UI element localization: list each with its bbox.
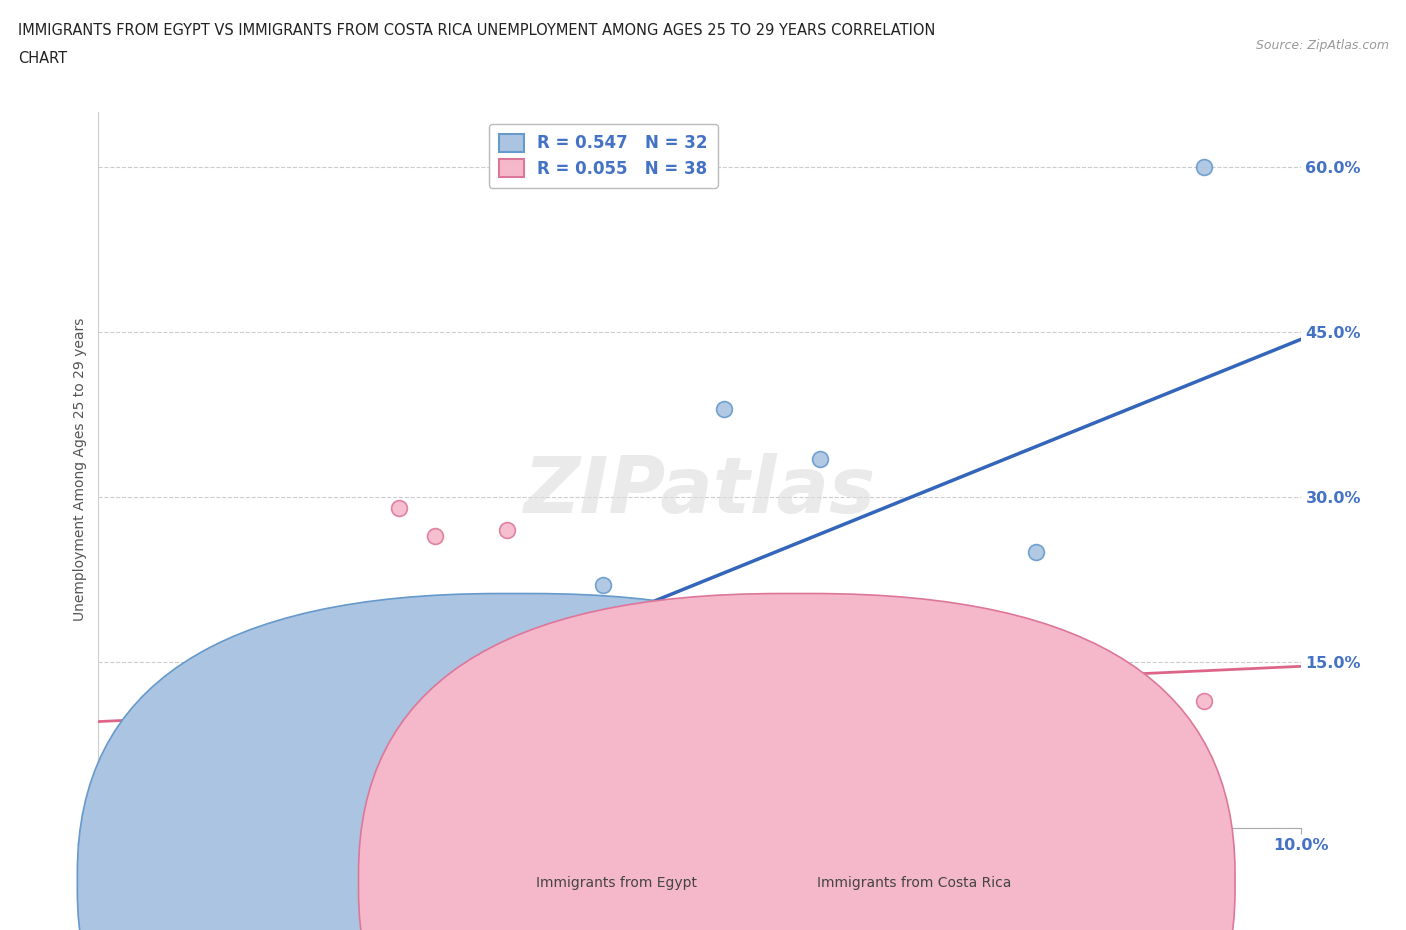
Point [328,677,350,692]
Point [208,711,231,725]
Text: Source: ZipAtlas.com: Source: ZipAtlas.com [1256,39,1389,52]
Point [148,787,170,802]
Point [460,688,482,703]
Text: ZIPatlas: ZIPatlas [523,453,876,529]
Point [232,737,254,752]
Point [328,711,350,725]
Point [423,528,446,543]
Point [592,578,614,592]
Point [436,699,458,714]
Point [496,677,519,692]
Point [375,688,398,703]
Point [195,760,218,775]
Point [472,699,495,714]
Point [688,683,710,698]
Point [808,451,831,466]
Point [195,754,218,769]
Point [388,677,411,692]
Point [280,737,302,752]
Point [304,715,326,730]
Point [208,771,231,786]
Point [148,726,170,741]
Point [713,402,735,417]
Point [520,765,543,780]
Point [256,765,278,780]
Point [1194,694,1216,709]
Point [1194,159,1216,174]
Text: Immigrants from Egypt: Immigrants from Egypt [536,875,697,890]
Point [388,500,411,515]
Point [688,754,710,769]
Point [219,726,242,741]
Point [183,743,205,758]
Point [544,677,567,692]
Point [616,694,638,709]
Text: Immigrants from Costa Rica: Immigrants from Costa Rica [817,875,1012,890]
Text: IMMIGRANTS FROM EGYPT VS IMMIGRANTS FROM COSTA RICA UNEMPLOYMENT AMONG AGES 25 T: IMMIGRANTS FROM EGYPT VS IMMIGRANTS FROM… [18,23,935,38]
Point [315,732,337,747]
Point [243,743,266,758]
Point [124,765,146,780]
Y-axis label: Unemployment Among Ages 25 to 29 years: Unemployment Among Ages 25 to 29 years [73,318,87,621]
Point [267,749,290,764]
Point [544,771,567,786]
Point [232,721,254,736]
Point [219,765,242,780]
Point [183,777,205,791]
Point [748,711,770,725]
Point [423,671,446,686]
Point [472,694,495,709]
Point [352,711,374,725]
Point [304,711,326,725]
Point [929,688,952,703]
Point [172,715,194,730]
Point [484,677,506,692]
Point [159,792,181,807]
Point [785,688,807,703]
Point [135,737,157,752]
Point [904,633,927,648]
Point [1025,545,1047,560]
Point [652,688,675,703]
Text: CHART: CHART [18,51,67,66]
Point [267,683,290,698]
Point [256,711,278,725]
Point [291,688,314,703]
Point [352,715,374,730]
Point [172,782,194,797]
Point [568,688,591,703]
Point [172,765,194,780]
Point [208,754,231,769]
Point [135,798,157,813]
Point [496,523,519,538]
Point [592,711,614,725]
Point [232,760,254,775]
Legend: R = 0.547   N = 32, R = 0.055   N = 38: R = 0.547 N = 32, R = 0.055 N = 38 [489,124,717,188]
Point [243,754,266,769]
Point [412,699,434,714]
Point [280,721,302,736]
Point [159,749,181,764]
